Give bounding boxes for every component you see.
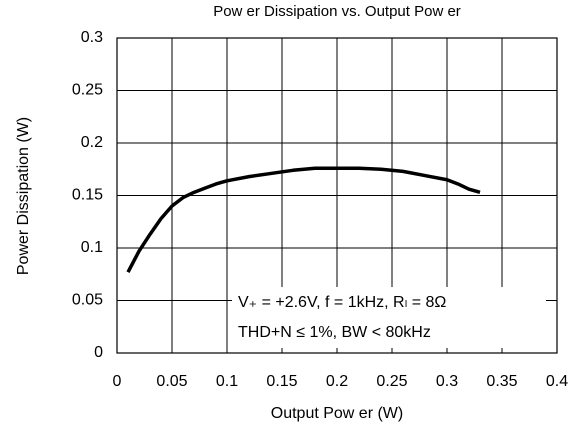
annotation-box: [232, 287, 546, 348]
y-tick-label: 0: [94, 344, 103, 361]
annotation: V₊ = +2.6V, f = 1kHz, Rₗ = 8Ω: [238, 294, 446, 311]
y-tick-label: 0.2: [81, 134, 103, 151]
x-tick-label: 0.25: [376, 373, 407, 390]
y-tick-label: 0.15: [72, 187, 103, 204]
x-tick-label: 0.2: [326, 373, 348, 390]
x-tick-label: 0.35: [486, 373, 517, 390]
x-tick-label: 0.1: [216, 373, 238, 390]
data-line: [126, 166, 481, 273]
y-axis-label: Power Dissipation (W): [15, 117, 32, 275]
x-tick-label: 0.15: [266, 373, 297, 390]
x-axis-label: Output Pow er (W): [271, 405, 403, 422]
annotation: THD+N ≤ 1%, BW < 80kHz: [238, 324, 431, 341]
x-tick-label: 0.3: [436, 373, 458, 390]
x-tick-label: 0.4: [546, 373, 568, 390]
chart-title: Pow er Dissipation vs. Output Pow er: [213, 3, 461, 20]
y-tick-label: 0.3: [81, 29, 103, 46]
plot-frame: [116, 37, 558, 354]
x-tick-label: 0.05: [156, 373, 187, 390]
x-tick-label: 0: [113, 373, 122, 390]
y-tick-label: 0.1: [81, 239, 103, 256]
y-tick-label: 0.05: [72, 292, 103, 309]
y-tick-label: 0.25: [72, 82, 103, 99]
